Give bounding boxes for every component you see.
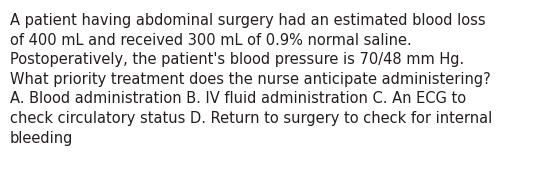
- Text: A patient having abdominal surgery had an estimated blood loss
of 400 mL and rec: A patient having abdominal surgery had a…: [10, 13, 492, 146]
